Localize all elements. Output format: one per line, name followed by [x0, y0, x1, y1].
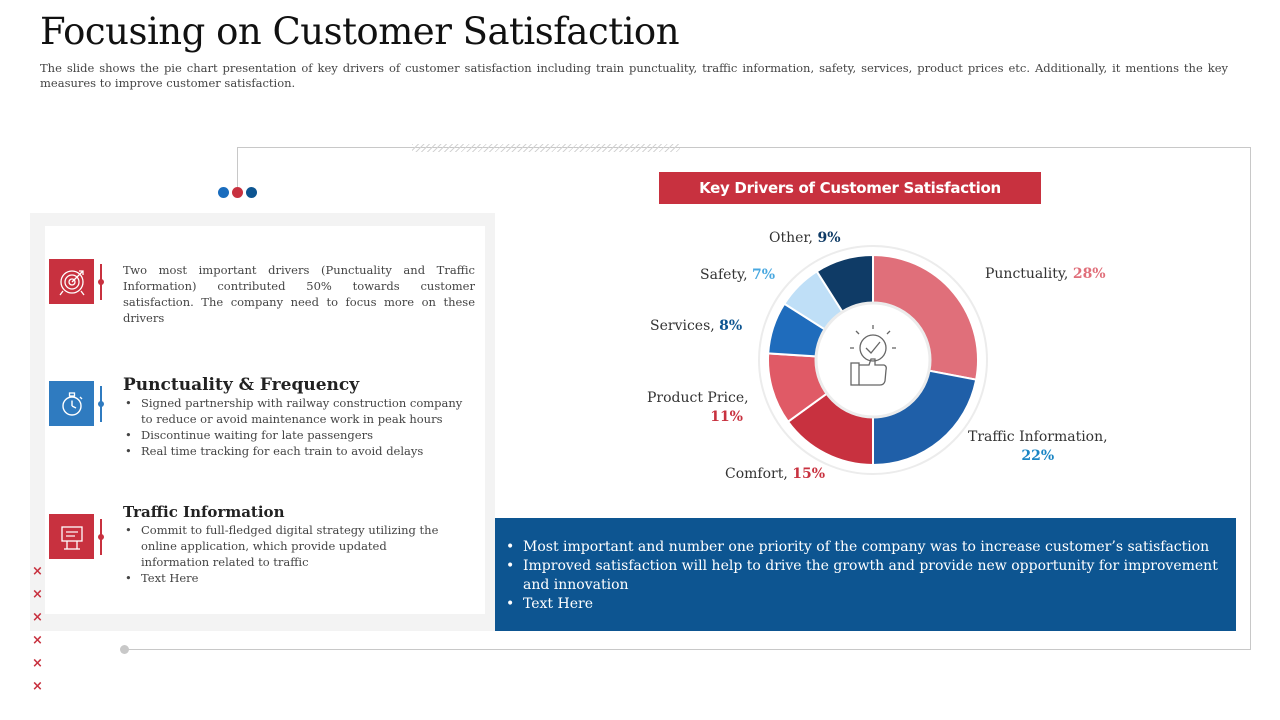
intro-text: Two most important drivers (Punctuality … — [123, 263, 475, 325]
traffic-icon-box — [49, 514, 94, 559]
traffic-bullet: Commit to full-fledged digital strategy … — [123, 522, 458, 570]
frame-line-right — [1250, 147, 1251, 650]
slide-title: Focusing on Customer Satisfaction — [40, 10, 680, 53]
measures-box: Most important and number one priority o… — [495, 518, 1236, 631]
punctuality-bullet: Discontinue waiting for late passengers — [123, 427, 463, 443]
punctuality-bullet: Real time tracking for each train to avo… — [123, 443, 463, 459]
measure-item: Improved satisfaction will help to drive… — [506, 557, 1222, 595]
frame-line-top — [237, 147, 1250, 148]
measures-list: Most important and number one priority o… — [506, 538, 1222, 614]
punctuality-block: Punctuality & Frequency Signed partnersh… — [123, 375, 463, 460]
cross-icon: × — [32, 633, 43, 648]
decor-dots — [218, 187, 257, 198]
label-other: Other, 9% — [769, 230, 841, 246]
decor-dot-navy — [246, 187, 257, 198]
cross-icon: × — [32, 610, 43, 625]
slide-subtitle: The slide shows the pie chart presentati… — [40, 61, 1228, 90]
donut-hole — [814, 301, 932, 419]
measure-item: Most important and number one priority o… — [506, 538, 1222, 557]
hatch-decoration — [412, 144, 680, 152]
traffic-title: Traffic Information — [123, 503, 285, 521]
frame-end-dot — [120, 645, 129, 654]
decor-dot-blue — [218, 187, 229, 198]
intro-icon-box — [49, 259, 94, 304]
signboard-icon — [60, 525, 83, 550]
punctuality-bullet: Signed partnership with railway construc… — [123, 395, 463, 427]
punctuality-title: Punctuality & Frequency — [123, 375, 360, 395]
target-icon — [58, 269, 85, 295]
frame-line-bottom — [124, 649, 1251, 650]
donut-chart — [758, 245, 988, 475]
label-traffic-information: Traffic Information, 22% — [968, 429, 1108, 464]
chart-title: Key Drivers of Customer Satisfaction — [659, 172, 1041, 204]
traffic-bullet: Text Here — [123, 570, 458, 586]
label-services: Services, 8% — [650, 318, 743, 334]
cross-icon: × — [32, 587, 43, 602]
traffic-bullets: Commit to full-fledged digital strategy … — [123, 522, 458, 586]
label-safety: Safety, 7% — [700, 267, 776, 283]
cross-icon: × — [32, 656, 43, 671]
intro-marker — [98, 264, 104, 300]
cross-icon: × — [32, 679, 43, 694]
measure-item: Text Here — [506, 595, 1222, 614]
cross-markers: × × × × × × — [32, 563, 43, 701]
decor-dot-red — [232, 187, 243, 198]
lightbulb-thumbs-up-icon — [850, 325, 896, 386]
stopwatch-icon — [61, 391, 82, 416]
traffic-block: Traffic Information Commit to full-fledg… — [123, 504, 458, 586]
traffic-marker — [98, 519, 104, 555]
frame-line-left — [237, 147, 238, 187]
label-comfort: Comfort, 15% — [725, 466, 826, 482]
label-punctuality: Punctuality, 28% — [985, 266, 1106, 282]
cross-icon: × — [32, 564, 43, 579]
donut-slices — [767, 253, 979, 467]
punctuality-marker — [98, 386, 104, 422]
punctuality-bullets: Signed partnership with railway construc… — [123, 395, 463, 459]
punctuality-icon-box — [49, 381, 94, 426]
label-product-price: Product Price, 11% — [647, 390, 749, 425]
